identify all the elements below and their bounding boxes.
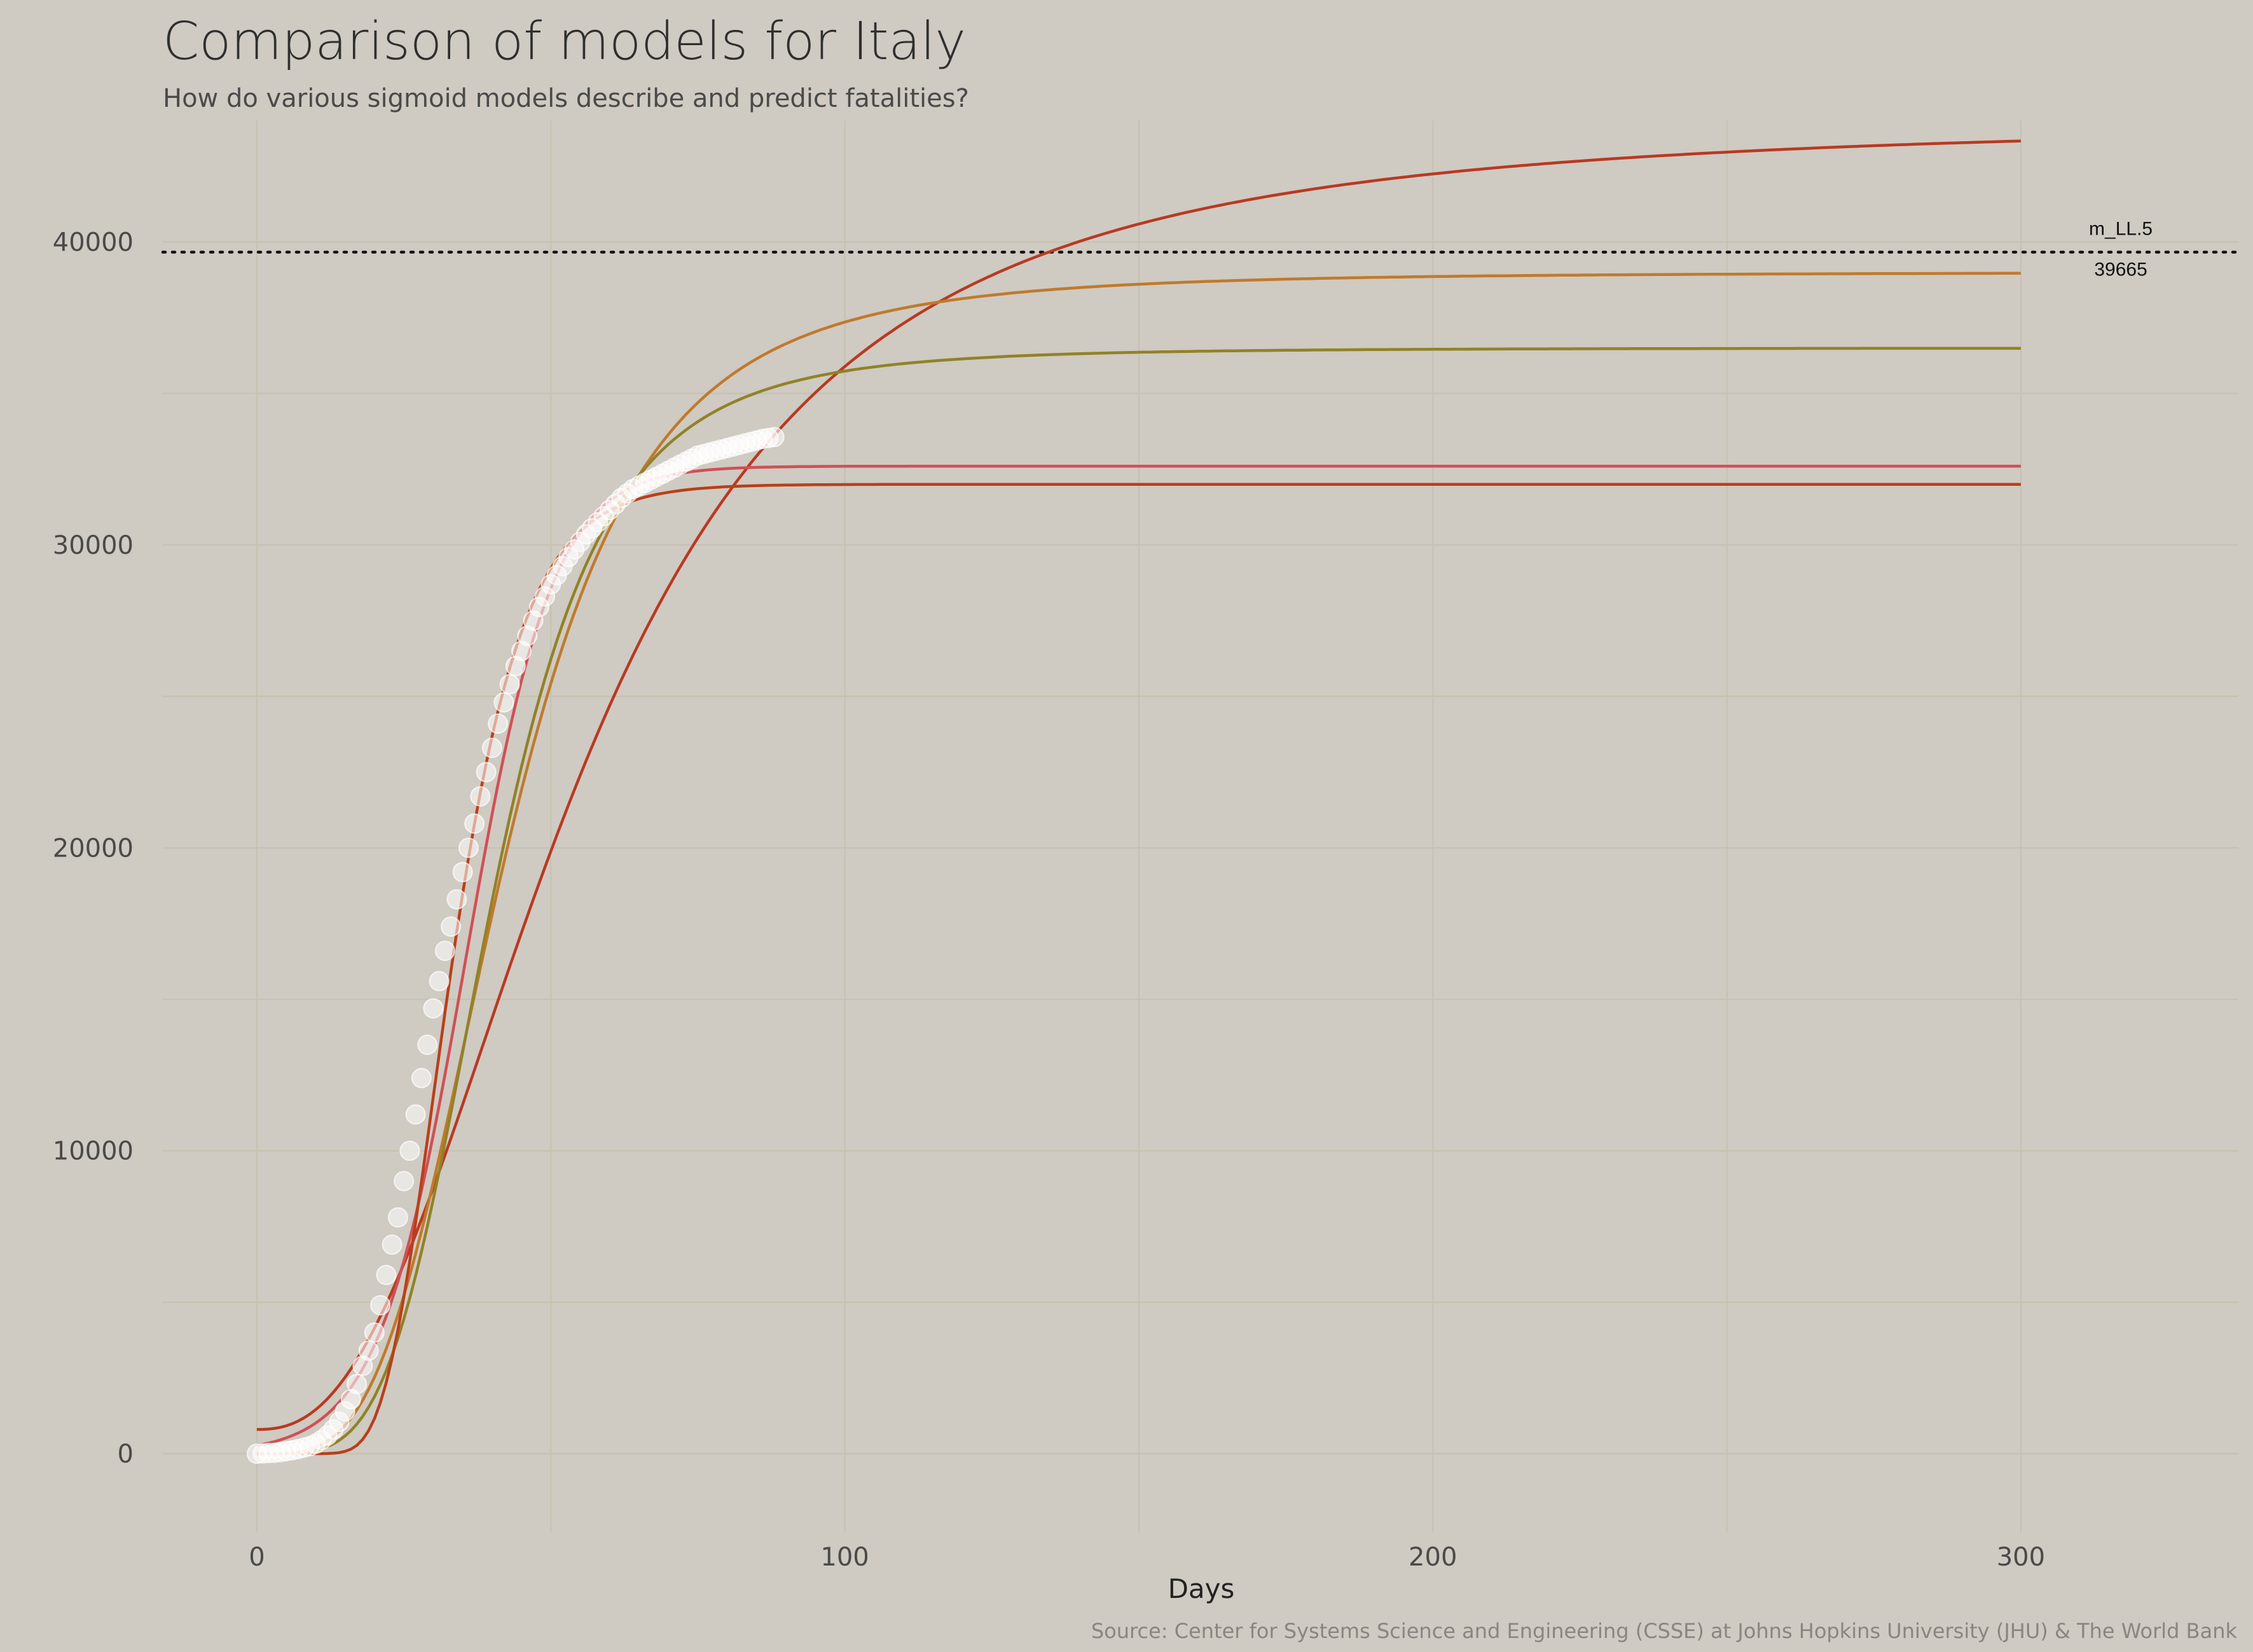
observed-point — [464, 813, 485, 834]
observed-point — [405, 1104, 426, 1125]
x-tick-label: 0 — [249, 1543, 265, 1572]
observed-point — [764, 427, 785, 448]
observed-point — [452, 862, 473, 883]
observed-point — [499, 674, 520, 695]
observed-point — [446, 889, 467, 910]
observed-point — [347, 1373, 368, 1394]
model-curves — [256, 139, 2021, 1456]
observed-point — [399, 1140, 420, 1161]
observed-point — [481, 738, 502, 759]
x-tick-label: 100 — [820, 1543, 869, 1572]
observed-point — [417, 1035, 438, 1056]
observed-points — [246, 427, 785, 1464]
observed-point — [493, 692, 514, 713]
y-tick-label: 10000 — [53, 1137, 134, 1166]
observed-point — [470, 786, 491, 807]
observed-point — [370, 1295, 391, 1316]
observed-point — [394, 1171, 415, 1192]
observed-point — [387, 1207, 408, 1228]
y-tick-label: 30000 — [53, 531, 134, 560]
observed-point — [476, 762, 497, 783]
tick-labels: 0 100 200 300 0 10000 20000 30000 40000 — [53, 228, 2045, 1572]
observed-point — [488, 713, 509, 734]
model-curve-1 — [256, 139, 2021, 1431]
chart-caption: Source: Center for Systems Science and E… — [1091, 1619, 2238, 1643]
reference-line-label: m_LL.5 — [2089, 219, 2153, 240]
observed-point — [358, 1340, 379, 1361]
y-tick-label: 0 — [118, 1440, 134, 1469]
reference-line-value: 39665 — [2094, 259, 2147, 280]
reference-line-group: m_LL.5 39665 — [161, 219, 2240, 280]
observed-point — [434, 940, 455, 961]
observed-point — [458, 837, 479, 858]
observed-point — [441, 916, 462, 937]
observed-point — [364, 1322, 385, 1343]
model-curve-3 — [256, 347, 2021, 1456]
chart-title: Comparison of models for Italy — [163, 11, 966, 72]
x-axis-title: Days — [1168, 1573, 1235, 1604]
model-curve-2 — [256, 272, 2021, 1456]
observed-point — [423, 998, 444, 1019]
y-tick-label: 40000 — [53, 228, 134, 258]
observed-point — [376, 1265, 397, 1286]
x-tick-label: 200 — [1409, 1543, 1457, 1572]
y-tick-label: 20000 — [53, 834, 134, 863]
observed-point — [411, 1068, 432, 1089]
observed-point — [429, 970, 450, 991]
chart-subtitle: How do various sigmoid models describe a… — [163, 84, 969, 113]
observed-point — [382, 1234, 403, 1255]
x-tick-label: 300 — [1997, 1543, 2045, 1572]
